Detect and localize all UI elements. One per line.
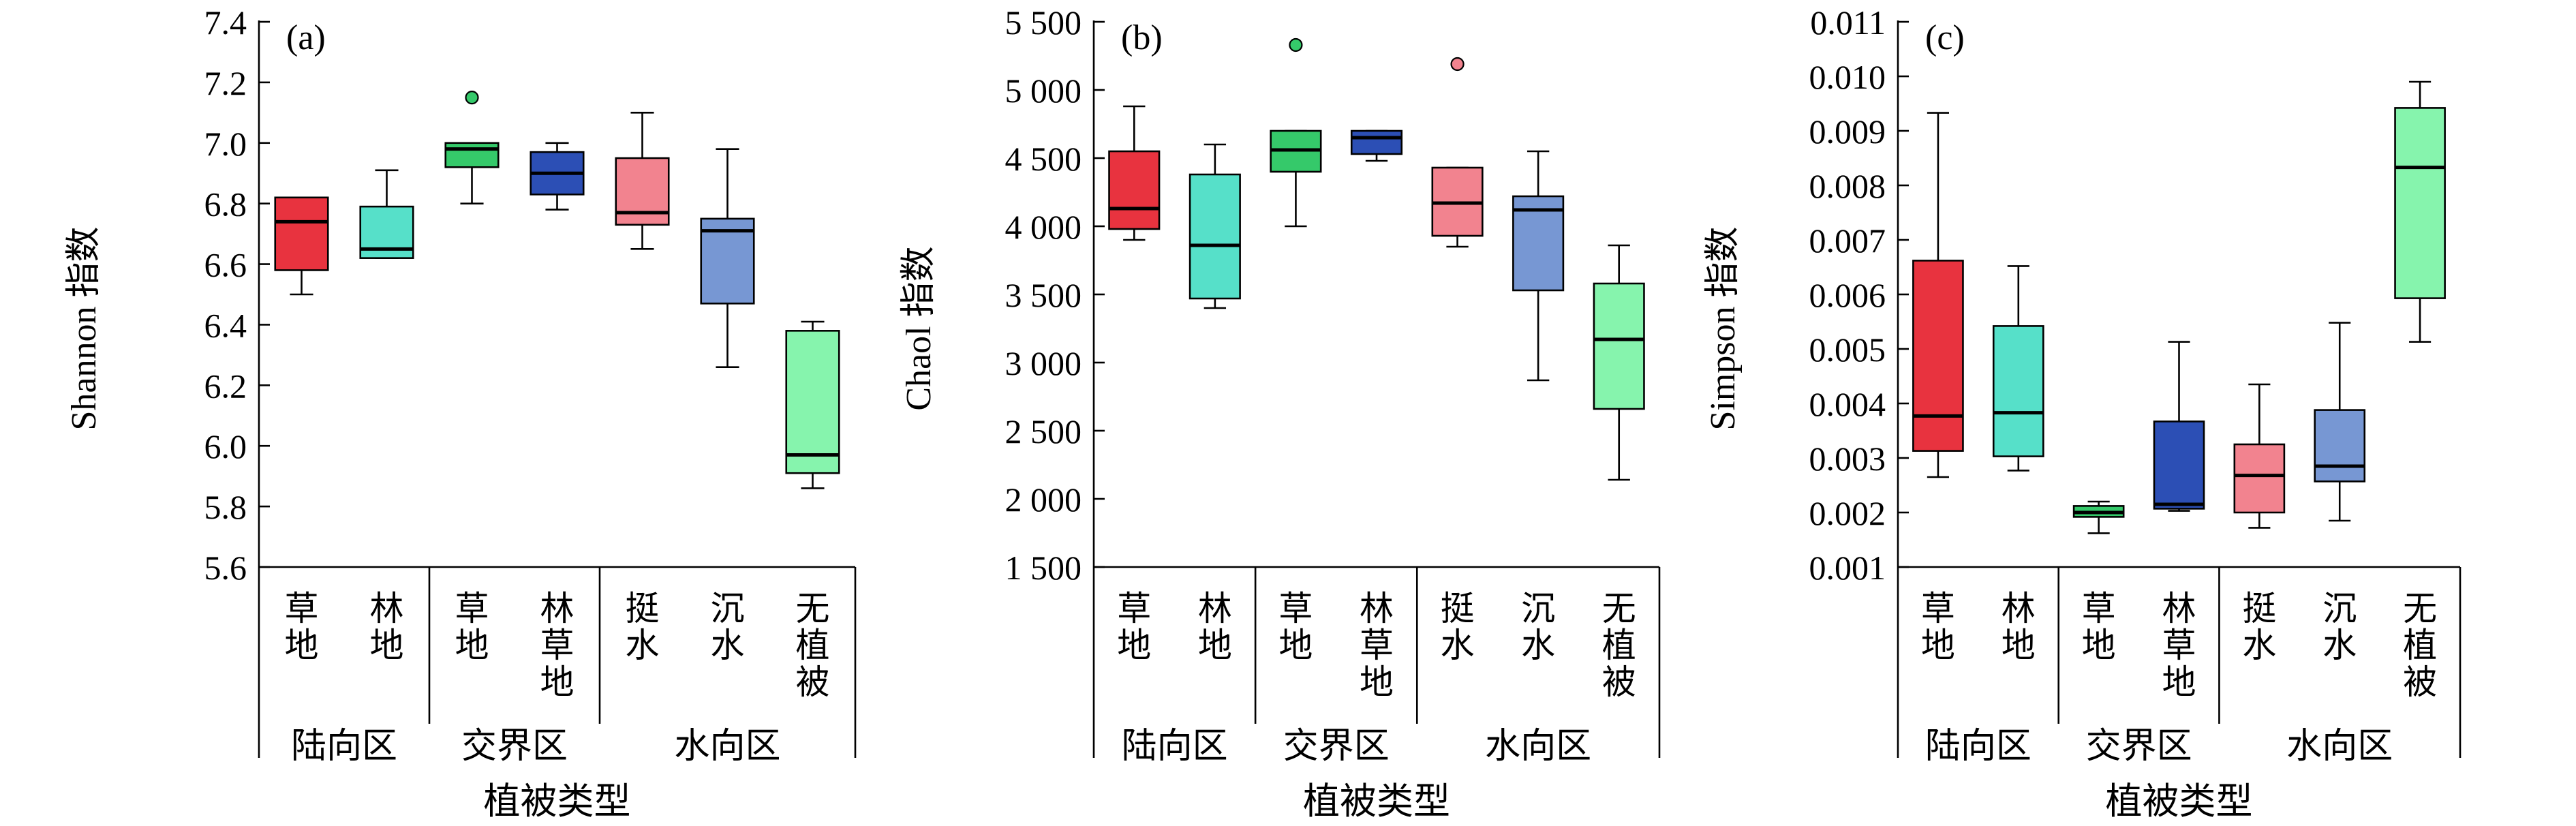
y-tick-label: 7.4 bbox=[204, 3, 247, 42]
x-axis-title: 植被类型 bbox=[484, 781, 631, 822]
y-tick-label: 3 500 bbox=[1005, 276, 1082, 314]
y-axis-title: Shannon 指数 bbox=[65, 226, 104, 430]
category-label: 无植被 bbox=[1602, 590, 1636, 701]
box-iqr bbox=[274, 196, 329, 271]
outlier-point bbox=[465, 91, 479, 105]
box-iqr bbox=[444, 142, 500, 168]
category-label: 挺水 bbox=[1441, 590, 1475, 664]
category-label: 沉水 bbox=[1521, 590, 1555, 664]
group-label: 水向区 bbox=[1485, 727, 1591, 766]
y-tick-label: 6.8 bbox=[204, 185, 247, 224]
box-iqr bbox=[1512, 195, 1565, 292]
panel-label: (c) bbox=[1925, 18, 1965, 57]
group-label: 陆向区 bbox=[1925, 727, 2031, 766]
panel-label: (b) bbox=[1121, 18, 1163, 57]
box-iqr bbox=[615, 157, 670, 226]
y-tick-label: 2 000 bbox=[1005, 480, 1082, 519]
y-tick-label: 0.008 bbox=[1809, 167, 1886, 205]
group-label: 交界区 bbox=[1283, 727, 1390, 766]
category-label: 草地 bbox=[455, 590, 489, 664]
y-tick-label: 5 000 bbox=[1005, 72, 1082, 110]
y-tick-label: 6.2 bbox=[204, 367, 247, 405]
y-tick-label: 2 500 bbox=[1005, 412, 1082, 450]
y-tick-label: 7.2 bbox=[204, 64, 247, 102]
category-label: 沉水 bbox=[711, 590, 745, 664]
category-label: 林地 bbox=[370, 590, 404, 664]
category-label: 无植被 bbox=[2403, 590, 2437, 701]
group-label: 交界区 bbox=[2086, 727, 2192, 766]
panel-b: 1 500 2 000 2 500 3 000 3 500 4 000 4 500 5 000… bbox=[900, 3, 1661, 822]
box-iqr bbox=[1912, 260, 1964, 452]
box-iqr bbox=[2314, 409, 2366, 483]
box-iqr bbox=[700, 217, 755, 305]
category-label: 无植被 bbox=[796, 590, 830, 701]
group-label: 陆向区 bbox=[291, 727, 397, 766]
box-iqr bbox=[1992, 325, 2044, 457]
y-tick-label: 0.004 bbox=[1809, 385, 1886, 423]
group-label: 交界区 bbox=[461, 727, 568, 766]
category-label: 林草地 bbox=[2162, 590, 2196, 701]
y-tick-label: 4 500 bbox=[1005, 140, 1082, 178]
group-label: 陆向区 bbox=[1122, 727, 1228, 766]
category-label: 林草地 bbox=[540, 590, 574, 701]
box-iqr bbox=[785, 330, 840, 474]
category-label: 林地 bbox=[1198, 590, 1232, 664]
category-label: 草地 bbox=[1278, 590, 1313, 664]
panel-label: (a) bbox=[286, 18, 326, 57]
category-label: 挺水 bbox=[626, 590, 660, 664]
category-label: 林草地 bbox=[1360, 590, 1394, 701]
box-iqr bbox=[1593, 282, 1645, 410]
y-tick-label: 0.003 bbox=[1809, 440, 1886, 478]
category-label: 草地 bbox=[2082, 590, 2116, 664]
box-iqr bbox=[1108, 150, 1161, 230]
y-tick-label: 5.8 bbox=[204, 488, 247, 526]
category-label: 挺水 bbox=[2242, 590, 2276, 664]
y-axis-title: Chaol 指数 bbox=[900, 246, 938, 410]
box-iqr bbox=[2394, 107, 2446, 299]
box-iqr bbox=[2233, 443, 2286, 514]
box-iqr bbox=[2153, 420, 2205, 510]
y-tick-label: 5 500 bbox=[1005, 3, 1082, 42]
y-tick-label: 6.0 bbox=[204, 427, 247, 465]
outlier-point bbox=[1450, 57, 1465, 72]
x-axis-title: 植被类型 bbox=[2106, 781, 2253, 822]
y-tick-label: 1 500 bbox=[1005, 549, 1082, 587]
category-label: 草地 bbox=[1921, 590, 1955, 664]
category-label: 草地 bbox=[285, 590, 319, 664]
panel-c: 0.001 0.002 0.003 0.004 0.005 0.006 0.007 0.008… bbox=[1704, 3, 2462, 822]
y-tick-label: 0.011 bbox=[1810, 3, 1886, 42]
panel-a: 5.6 5.8 6.0 6.2 6.4 6.6 6.8 7.0 7.2 7.4 Shannon 指数… bbox=[65, 3, 857, 822]
y-tick-label: 0.010 bbox=[1809, 58, 1886, 96]
y-tick-label: 0.002 bbox=[1809, 494, 1886, 532]
group-label: 水向区 bbox=[2286, 727, 2393, 766]
y-tick-label: 0.006 bbox=[1809, 276, 1886, 314]
y-tick-label: 6.6 bbox=[204, 246, 247, 284]
y-tick-label: 5.6 bbox=[204, 549, 247, 587]
y-tick-label: 0.005 bbox=[1809, 331, 1886, 369]
y-tick-label: 4 000 bbox=[1005, 208, 1082, 246]
y-tick-label: 0.009 bbox=[1809, 112, 1886, 151]
y-tick-label: 0.001 bbox=[1809, 549, 1886, 587]
y-tick-label: 0.007 bbox=[1809, 221, 1886, 260]
box-iqr bbox=[1350, 129, 1403, 155]
x-axis-title: 植被类型 bbox=[1303, 781, 1450, 822]
y-tick-label: 6.4 bbox=[204, 306, 247, 344]
outlier-point bbox=[1289, 37, 1303, 52]
box-iqr bbox=[1189, 173, 1241, 300]
y-tick-label: 3 000 bbox=[1005, 344, 1082, 382]
category-label: 草地 bbox=[1117, 590, 1151, 664]
y-axis-title: Simpson 指数 bbox=[1704, 226, 1743, 430]
y-tick-label: 7.0 bbox=[204, 125, 247, 163]
category-label: 沉水 bbox=[2322, 590, 2357, 664]
category-label: 林地 bbox=[2002, 590, 2036, 664]
group-label: 水向区 bbox=[674, 727, 780, 766]
